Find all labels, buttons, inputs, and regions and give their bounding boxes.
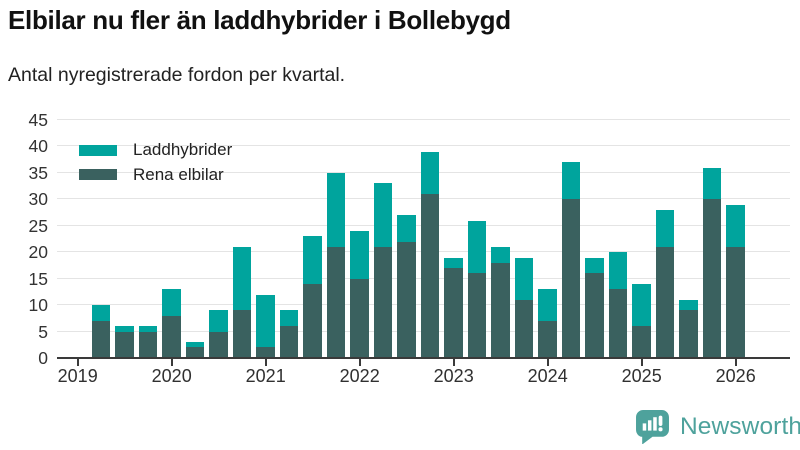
x-axis-tick [170, 359, 173, 366]
bar-segment-laddhybrider [561, 162, 581, 200]
bar-segment-rena-elbilar [491, 262, 510, 358]
bar-segment-rena-elbilar [702, 199, 722, 358]
bar-segment-laddhybrider [232, 246, 252, 311]
bar-segment-laddhybrider [655, 209, 675, 247]
bar-segment-rena-elbilar [303, 283, 322, 358]
x-axis-tick [640, 359, 643, 366]
y-axis-tick-label: 25 [28, 215, 48, 236]
x-axis-tick-label: 2020 [151, 366, 192, 386]
y-axis-tick-label: 5 [38, 321, 48, 342]
legend-swatch-rena-elbilar [79, 169, 117, 181]
bar-segment-rena-elbilar [397, 241, 416, 358]
x-axis-tick [546, 359, 549, 366]
bar-segment-laddhybrider [632, 283, 651, 327]
bar-segment-laddhybrider [326, 172, 346, 247]
chart-subtitle: Antal nyregistrerade fordon per kvartal. [8, 64, 346, 86]
bar-segment-laddhybrider [702, 167, 722, 200]
bar-segment-rena-elbilar [561, 199, 581, 358]
x-axis-tick [358, 359, 361, 366]
chart-legend: Laddhybrider Rena elbilar [79, 138, 232, 187]
bar-segment-rena-elbilar [350, 278, 369, 358]
bar-segment-laddhybrider [538, 289, 557, 321]
bar-segment-rena-elbilar [185, 347, 205, 358]
plot-area [57, 119, 790, 358]
y-axis-tick-label: 35 [28, 162, 48, 183]
legend-item-laddhybrider: Laddhybrider [79, 138, 232, 163]
bar-segment-rena-elbilar [115, 331, 134, 358]
newsworthy-logo-link[interactable]: Newsworthy [636, 410, 800, 444]
bar-segment-laddhybrider [444, 257, 463, 269]
bar-chart-speech-bubble-icon [636, 410, 669, 444]
bar-segment-laddhybrider [397, 215, 416, 242]
bar-segment-laddhybrider [303, 236, 322, 284]
y-axis-tick-label: 0 [38, 348, 48, 368]
bar-segment-rena-elbilar [420, 194, 440, 358]
brand-name: Newsworthy [680, 413, 800, 440]
bar-segment-rena-elbilar [373, 246, 393, 358]
page-title: Elbilar nu fler än laddhybrider i Bolleb… [8, 5, 511, 35]
x-axis-tick-label: 2023 [433, 366, 474, 386]
x-axis-tick-label: 2021 [245, 366, 286, 386]
gridline [57, 145, 790, 147]
y-axis-tick-label: 30 [28, 189, 48, 210]
bar-segment-laddhybrider [679, 299, 698, 311]
bar-segment-rena-elbilar [256, 347, 275, 358]
bar-segment-laddhybrider [185, 342, 205, 348]
bar-segment-laddhybrider [256, 294, 275, 348]
bar-segment-rena-elbilar [444, 268, 463, 358]
bar-segment-laddhybrider [726, 204, 745, 247]
x-axis-line [57, 356, 790, 359]
x-axis-tick-label: 2022 [339, 366, 380, 386]
bar-segment-laddhybrider [209, 310, 228, 332]
bar-segment-rena-elbilar [726, 246, 745, 358]
bar-segment-laddhybrider [350, 231, 369, 279]
legend-label: Laddhybrider [133, 140, 233, 160]
bar-segment-rena-elbilar [279, 326, 299, 358]
x-axis-tick-label: 2019 [57, 366, 98, 386]
bar-segment-laddhybrider [491, 246, 510, 263]
bar-segment-rena-elbilar [209, 331, 228, 358]
legend-swatch-laddhybrider [79, 144, 117, 156]
bar-segment-rena-elbilar [655, 246, 675, 358]
bar-segment-rena-elbilar [326, 246, 346, 358]
bar-segment-laddhybrider [467, 220, 487, 274]
bar-segment-rena-elbilar [585, 273, 604, 358]
bar-segment-rena-elbilar [679, 310, 698, 358]
bar-segment-rena-elbilar [514, 299, 534, 358]
x-axis-tick-label: 2025 [621, 366, 662, 386]
bar-segment-laddhybrider [91, 305, 111, 321]
bar-segment-laddhybrider [608, 252, 628, 290]
legend-item-rena-elbilar: Rena elbilar [79, 163, 232, 188]
gridline [57, 119, 790, 120]
x-axis-tick-label: 2024 [527, 366, 568, 386]
bar-segment-rena-elbilar [162, 315, 181, 358]
bar-segment-rena-elbilar [632, 326, 651, 358]
y-axis-tick-label: 40 [28, 136, 48, 157]
x-axis-tick-label: 2026 [715, 366, 756, 386]
bar-segment-laddhybrider [373, 183, 393, 247]
bar-segment-laddhybrider [514, 257, 534, 300]
x-axis-tick [452, 359, 455, 366]
x-axis-tick [264, 359, 267, 366]
bar-segment-laddhybrider [162, 289, 181, 316]
y-axis-tick-label: 45 [28, 110, 48, 130]
y-axis-tick-label: 20 [28, 242, 48, 263]
x-axis-tick [76, 359, 79, 366]
bar-segment-laddhybrider [115, 326, 134, 332]
bar-segment-rena-elbilar [538, 320, 557, 358]
y-axis-tick-label: 15 [28, 268, 48, 289]
bar-segment-rena-elbilar [467, 273, 487, 358]
bar-segment-rena-elbilar [232, 310, 252, 358]
bar-segment-rena-elbilar [91, 320, 111, 358]
bar-segment-rena-elbilar [608, 289, 628, 358]
y-axis-tick-label: 10 [28, 295, 48, 316]
bar-segment-laddhybrider [138, 326, 158, 332]
bar-segment-laddhybrider [585, 257, 604, 274]
x-axis-tick [734, 359, 737, 366]
bar-segment-rena-elbilar [138, 331, 158, 358]
legend-label: Rena elbilar [133, 164, 224, 184]
bar-segment-laddhybrider [279, 310, 299, 327]
bar-segment-laddhybrider [420, 151, 440, 195]
